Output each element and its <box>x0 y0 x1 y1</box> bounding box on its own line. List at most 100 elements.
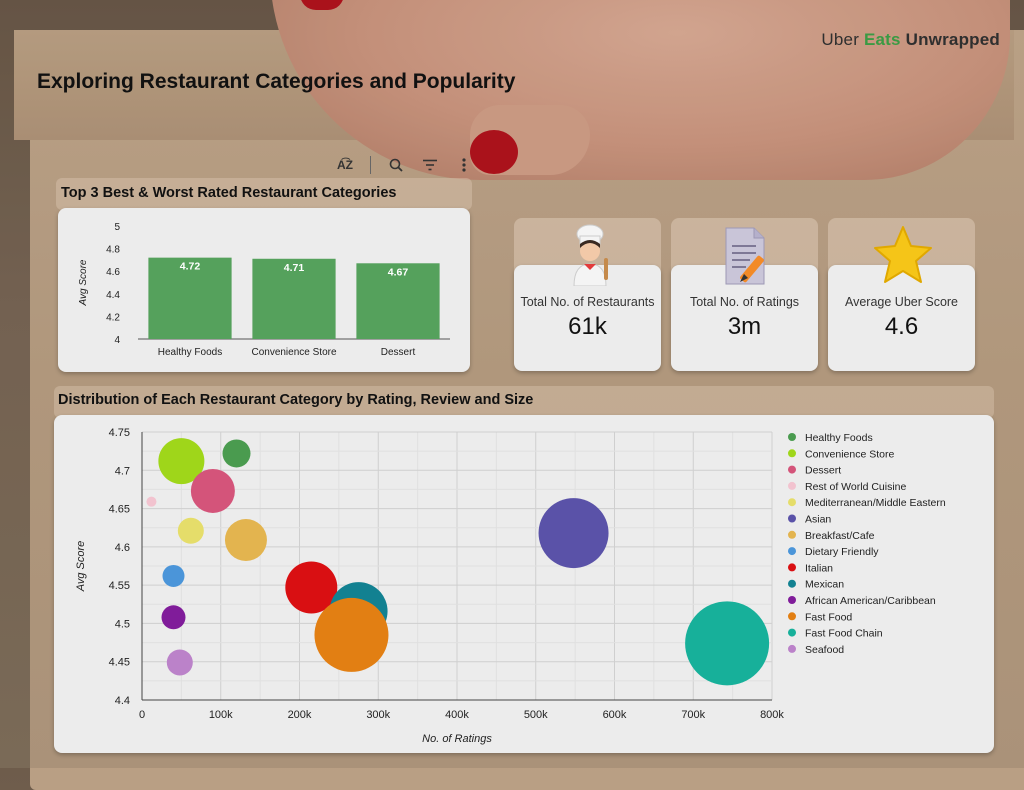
bar-value-label: 4.72 <box>180 261 201 273</box>
bubble <box>177 517 204 544</box>
x-tick-label: Healthy Foods <box>158 347 222 358</box>
y-tick-label: 5 <box>114 222 120 233</box>
x-tick-label: 600k <box>603 709 627 721</box>
star-icon <box>874 226 932 283</box>
kpi-card-score: Average Uber Score 4.6 <box>828 265 975 371</box>
legend-marker <box>788 547 796 556</box>
x-tick-label: 200k <box>288 709 312 721</box>
toolbar-divider <box>370 156 371 174</box>
legend-label: Dessert <box>805 465 841 477</box>
chef-icon <box>573 224 608 286</box>
legend-label: Rest of World Cuisine <box>805 481 907 493</box>
y-tick-label: 4.65 <box>109 504 130 516</box>
more-options-icon[interactable] <box>455 156 473 174</box>
legend-marker <box>788 498 796 507</box>
bubble <box>161 605 186 630</box>
bubble <box>314 597 389 672</box>
x-axis-label: No. of Ratings <box>422 733 492 745</box>
legend-label: Fast Food <box>805 611 852 623</box>
x-tick-label: 800k <box>760 709 784 721</box>
legend-marker <box>788 449 796 458</box>
legend-marker <box>788 433 796 441</box>
bubble-chart-card: 4.4 4.45 4.5 4.55 4.6 4.65 4.7 4.75 0 100k 200k 300… <box>54 415 994 753</box>
bar <box>356 263 440 339</box>
x-tick-label: Convenience Store <box>251 347 336 358</box>
legend-label: Seafood <box>805 644 844 656</box>
bar-value-label: 4.71 <box>284 262 305 274</box>
legend-marker <box>788 612 796 621</box>
bubble <box>538 498 609 569</box>
y-tick-label: 4.6 <box>115 542 130 554</box>
x-tick-label: Dessert <box>381 347 416 358</box>
x-tick-label: 300k <box>366 709 390 721</box>
kpi-value: 4.6 <box>884 313 919 340</box>
legend-label: Convenience Store <box>805 448 894 460</box>
y-tick-label: 4.7 <box>115 465 130 477</box>
legend-label: African American/Caribbean <box>805 595 936 607</box>
legend-marker <box>788 465 796 474</box>
kpi-label: Total No. of Ratings <box>689 295 800 309</box>
legend-marker <box>788 596 796 604</box>
y-tick-label: 4.4 <box>115 695 130 707</box>
y-tick-label: 4.75 <box>109 427 130 439</box>
nail-image <box>470 130 518 174</box>
bar-chart-title-band <box>56 178 472 210</box>
bubble <box>285 561 338 614</box>
x-tick-label: 700k <box>681 709 705 721</box>
y-tick-label: 4.2 <box>106 312 120 323</box>
legend-label: Breakfast/Cafe <box>805 530 875 542</box>
bubble <box>158 438 205 485</box>
bar <box>252 258 336 339</box>
legend-marker <box>788 579 796 588</box>
chart-toolbar: A͡Z <box>336 156 473 174</box>
bubble <box>222 439 251 468</box>
bubble-chart-title: Distribution of Each Restaurant Category… <box>58 392 534 408</box>
legend-marker <box>788 563 796 572</box>
legend-marker <box>788 514 796 523</box>
hand-image <box>270 0 1010 180</box>
bar <box>148 257 232 339</box>
legend-marker <box>788 644 796 653</box>
page-title: Exploring Restaurant Categories and Popu… <box>37 70 516 93</box>
x-tick-label: 400k <box>445 709 469 721</box>
bubble <box>190 468 235 513</box>
kpi-value: 3m <box>727 313 762 340</box>
x-tick-label: 100k <box>209 709 233 721</box>
y-tick-label: 4.55 <box>109 580 130 592</box>
bar-chart: 4 4.2 4.4 4.6 4.8 5 Avg Score 4.72 Healthy Foods… <box>78 222 450 358</box>
legend-marker <box>788 481 796 490</box>
legend-label: Mexican <box>805 579 844 591</box>
legend-label: Healthy Foods <box>805 432 873 444</box>
bubble <box>166 649 193 676</box>
y-axis-label: Avg Score <box>78 259 89 306</box>
bubble <box>685 601 770 686</box>
uber-eats-unwrapped-logo: Uber Eats Unwrapped <box>821 30 1000 49</box>
x-tick-label: 0 <box>139 709 145 721</box>
x-tick-label: 500k <box>524 709 548 721</box>
kpi-label: Total No. of Restaurants <box>520 295 655 309</box>
legend-marker <box>788 530 796 539</box>
y-tick-label: 4.8 <box>106 245 120 256</box>
y-tick-label: 4.4 <box>106 290 120 301</box>
y-tick-label: 4.6 <box>106 267 120 278</box>
y-tick-label: 4.5 <box>115 618 130 630</box>
bubble <box>146 496 157 507</box>
bar-chart-card: 4 4.2 4.4 4.6 4.8 5 Avg Score 4.72 Healthy Foods… <box>58 208 470 372</box>
bar-chart-title: Top 3 Best & Worst Rated Restaurant Cate… <box>61 185 397 201</box>
y-tick-label: 4.45 <box>109 657 130 669</box>
zoom-icon[interactable] <box>387 156 405 174</box>
legend-label: Fast Food Chain <box>805 628 883 640</box>
kpi-value: 61k <box>568 313 607 340</box>
legend-marker <box>788 628 796 637</box>
bubble-chart-title-band <box>54 386 994 418</box>
legend-label: Asian <box>805 514 831 526</box>
y-axis-label: Avg Score <box>75 541 87 593</box>
bubble <box>224 518 267 561</box>
y-tick-label: 4 <box>114 335 120 346</box>
sort-icon[interactable]: A͡Z <box>337 158 353 172</box>
legend-label: Italian <box>805 562 833 574</box>
legend-label: Dietary Friendly <box>805 546 879 558</box>
bubble <box>162 564 185 587</box>
filter-icon[interactable] <box>421 156 439 174</box>
legend-label: Mediterranean/Middle Eastern <box>805 497 946 509</box>
